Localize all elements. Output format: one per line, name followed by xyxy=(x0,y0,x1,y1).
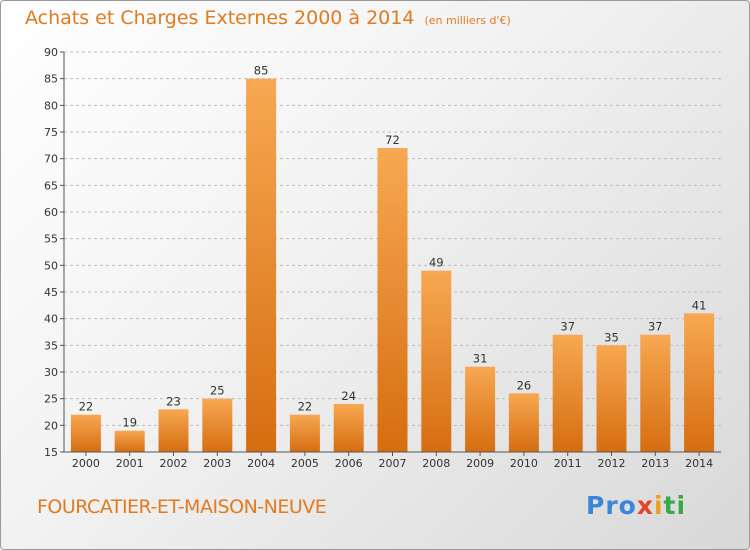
bar xyxy=(377,148,408,452)
y-tick-label: 65 xyxy=(44,179,58,192)
bar-value-label: 49 xyxy=(429,256,444,270)
y-tick-label: 15 xyxy=(44,446,58,459)
bar-value-label: 72 xyxy=(385,133,400,147)
bar xyxy=(508,393,539,452)
logo-part-3: i xyxy=(653,491,664,520)
bar-value-label: 85 xyxy=(254,64,269,78)
chart-subtitle: (en milliers d'€) xyxy=(424,14,511,27)
y-tick-label: 55 xyxy=(44,233,58,246)
logo-part-4: ti xyxy=(663,491,687,520)
x-tick-label: 2008 xyxy=(422,457,450,470)
x-tick-label: 2002 xyxy=(160,457,188,470)
y-tick-label: 45 xyxy=(44,286,58,299)
bar xyxy=(158,409,189,452)
bar-value-label: 37 xyxy=(560,320,575,334)
x-tick-label: 2005 xyxy=(291,457,319,470)
bar-value-label: 24 xyxy=(341,389,356,403)
bar xyxy=(596,345,627,452)
x-tick-label: 2010 xyxy=(510,457,538,470)
bar xyxy=(465,366,496,452)
bar-value-label: 26 xyxy=(517,378,532,392)
chart-title: Achats et Charges Externes 2000 à 2014 (e… xyxy=(25,7,511,29)
y-tick-label: 20 xyxy=(44,419,58,432)
x-tick-label: 2006 xyxy=(335,457,363,470)
y-tick-label: 50 xyxy=(44,259,58,272)
bar-value-label: 31 xyxy=(473,352,488,366)
x-tick-label: 2011 xyxy=(554,457,582,470)
bar-value-label: 41 xyxy=(692,298,707,312)
bar-value-label: 22 xyxy=(79,400,94,414)
bar-value-label: 25 xyxy=(210,384,225,398)
x-tick-label: 2012 xyxy=(598,457,626,470)
bar xyxy=(289,414,320,452)
x-tick-label: 2000 xyxy=(72,457,100,470)
x-tick-label: 2001 xyxy=(116,457,144,470)
bar-value-label: 19 xyxy=(122,416,137,430)
bar xyxy=(114,430,145,452)
x-tick-label: 2014 xyxy=(685,457,713,470)
y-tick-label: 30 xyxy=(44,366,58,379)
bar-value-label: 35 xyxy=(604,330,619,344)
logo-part-1: Pro xyxy=(586,491,637,520)
bar xyxy=(333,404,364,452)
x-tick-label: 2009 xyxy=(466,457,494,470)
y-tick-label: 25 xyxy=(44,393,58,406)
bars-group: 22 19 23 25 85 22 24 72 49 31 26 37 35 37 41 xyxy=(70,64,715,453)
axes-group: 15 20 25 30 35 40 45 50 55 60 65 70 75 80 85 90 2000 2001… xyxy=(44,46,721,470)
bar xyxy=(552,334,583,452)
y-tick-label: 35 xyxy=(44,339,58,352)
bar xyxy=(70,414,101,452)
y-tick-label: 70 xyxy=(44,153,58,166)
proxiti-logo[interactable]: Proxiti xyxy=(586,491,686,520)
bar-value-label: 37 xyxy=(648,320,663,334)
bar xyxy=(684,313,715,452)
bar xyxy=(640,334,671,452)
x-tick-label: 2004 xyxy=(247,457,275,470)
y-tick-label: 90 xyxy=(44,46,58,59)
x-tick-label: 2013 xyxy=(641,457,669,470)
x-tick-label: 2007 xyxy=(379,457,407,470)
y-tick-label: 85 xyxy=(44,73,58,86)
bar-value-label: 23 xyxy=(166,394,181,408)
x-tick-label: 2003 xyxy=(203,457,231,470)
y-tick-label: 75 xyxy=(44,126,58,139)
bar xyxy=(246,78,277,453)
y-tick-label: 60 xyxy=(44,206,58,219)
bar xyxy=(421,270,452,452)
y-tick-label: 40 xyxy=(44,313,58,326)
y-tick-label: 80 xyxy=(44,99,58,112)
chart-title-text: Achats et Charges Externes 2000 à 2014 xyxy=(25,7,415,29)
commune-name: FOURCATIER-ET-MAISON-NEUVE xyxy=(37,496,327,518)
bar xyxy=(202,398,233,452)
logo-part-2: x xyxy=(636,491,654,520)
bar-value-label: 22 xyxy=(298,400,313,414)
